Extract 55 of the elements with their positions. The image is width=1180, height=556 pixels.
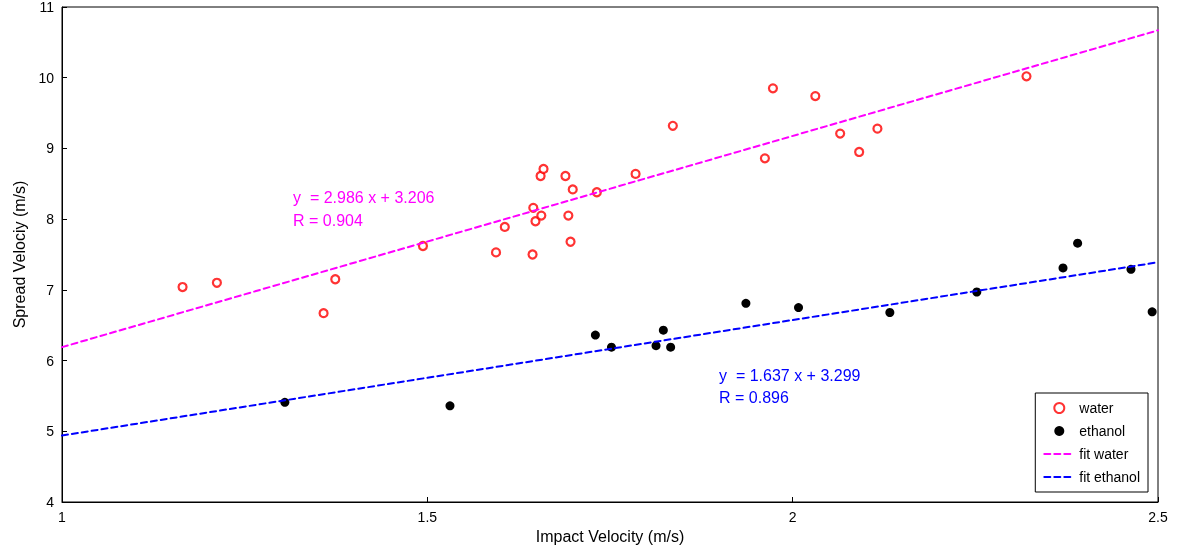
point bbox=[767, 83, 779, 94]
legend-label: fit water bbox=[1079, 446, 1129, 462]
annotation: R = 0.896 bbox=[719, 388, 789, 406]
point bbox=[527, 249, 538, 260]
point bbox=[499, 221, 510, 233]
point bbox=[318, 308, 329, 319]
annotation: y = 1.637 x + 3.299 bbox=[719, 366, 861, 384]
point bbox=[810, 91, 821, 102]
annotation: R = 0.904 bbox=[293, 211, 363, 229]
point bbox=[538, 163, 549, 175]
y-tick-label: 9 bbox=[46, 140, 55, 157]
y-tick-label: 6 bbox=[46, 352, 55, 369]
point bbox=[885, 307, 895, 317]
point bbox=[560, 170, 571, 182]
point bbox=[630, 168, 641, 179]
point bbox=[445, 401, 455, 411]
y-tick-label: 8 bbox=[46, 211, 55, 228]
point bbox=[854, 146, 865, 158]
point bbox=[567, 184, 578, 195]
legend-label: ethanol bbox=[1079, 423, 1126, 439]
point bbox=[565, 236, 576, 247]
y-tick-label: 7 bbox=[46, 281, 55, 298]
y-tick-label: 5 bbox=[46, 423, 55, 440]
legend-label: water bbox=[1078, 400, 1114, 416]
y-axis-title: Spread Velociy (m/s) bbox=[11, 180, 29, 329]
point bbox=[590, 330, 600, 340]
point bbox=[1147, 307, 1157, 317]
y-tick-label: 10 bbox=[38, 69, 55, 86]
point bbox=[490, 247, 502, 258]
point bbox=[872, 123, 883, 134]
point bbox=[666, 342, 676, 352]
annotation: y = 2.986 x + 3.206 bbox=[293, 188, 435, 206]
point bbox=[658, 325, 668, 335]
point bbox=[667, 120, 678, 131]
point bbox=[759, 153, 770, 164]
point bbox=[1021, 71, 1032, 82]
x-tick-label: 1.5 bbox=[417, 509, 438, 525]
x-tick-label: 2 bbox=[788, 509, 797, 525]
y-tick-label: 11 bbox=[39, 0, 55, 15]
point bbox=[330, 274, 341, 285]
x-tick-label: 2.5 bbox=[1148, 509, 1168, 525]
legend-label: fit ethanol bbox=[1079, 469, 1141, 485]
point bbox=[741, 298, 751, 308]
point bbox=[530, 216, 541, 227]
x-axis-title: Impact Velocity (m/s) bbox=[535, 528, 685, 546]
point bbox=[563, 210, 574, 221]
point bbox=[835, 128, 846, 139]
point bbox=[1073, 238, 1083, 248]
point bbox=[211, 277, 222, 288]
point bbox=[1058, 263, 1068, 273]
point bbox=[536, 210, 547, 221]
point bbox=[177, 281, 188, 293]
x-tick-label: 1 bbox=[58, 509, 67, 525]
y-tick-label: 4 bbox=[46, 494, 55, 510]
point bbox=[794, 303, 804, 313]
